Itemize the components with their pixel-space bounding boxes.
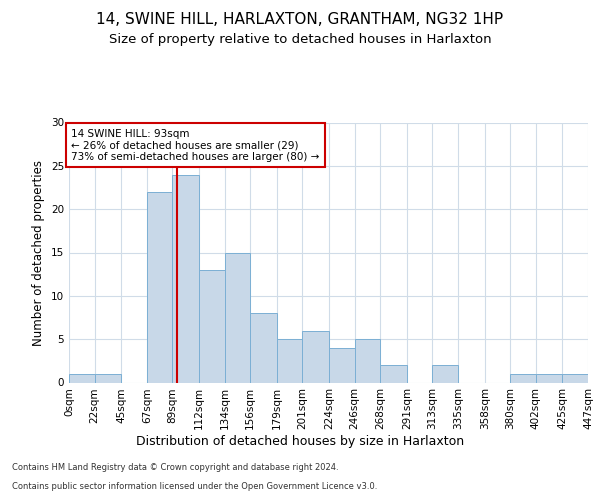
Text: Distribution of detached houses by size in Harlaxton: Distribution of detached houses by size … (136, 435, 464, 448)
Bar (329, 348, 355, 382)
Bar (510, 374, 536, 382)
Bar (302, 330, 329, 382)
Bar (355, 339, 380, 382)
Bar (224, 252, 250, 382)
Bar (172, 174, 199, 382)
Bar (199, 270, 224, 382)
Bar (536, 374, 562, 382)
Bar (95, 374, 121, 382)
Bar (562, 374, 588, 382)
Bar (433, 365, 458, 382)
Bar (250, 313, 277, 382)
Text: 14, SWINE HILL, HARLAXTON, GRANTHAM, NG32 1HP: 14, SWINE HILL, HARLAXTON, GRANTHAM, NG3… (97, 12, 503, 28)
Text: 14 SWINE HILL: 93sqm
← 26% of detached houses are smaller (29)
73% of semi-detac: 14 SWINE HILL: 93sqm ← 26% of detached h… (71, 128, 320, 162)
Bar (69, 374, 95, 382)
Text: Contains HM Land Registry data © Crown copyright and database right 2024.: Contains HM Land Registry data © Crown c… (12, 464, 338, 472)
Text: Contains public sector information licensed under the Open Government Licence v3: Contains public sector information licen… (12, 482, 377, 491)
Y-axis label: Number of detached properties: Number of detached properties (32, 160, 46, 346)
Text: Size of property relative to detached houses in Harlaxton: Size of property relative to detached ho… (109, 32, 491, 46)
Bar (380, 365, 407, 382)
Bar (147, 192, 172, 382)
Bar (277, 339, 302, 382)
